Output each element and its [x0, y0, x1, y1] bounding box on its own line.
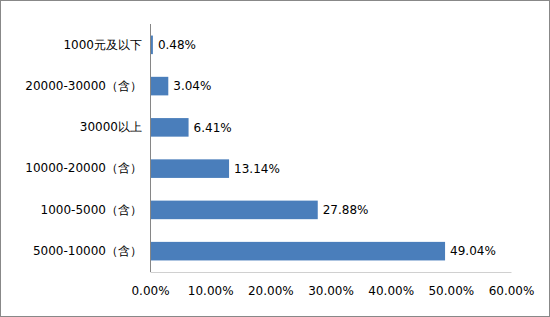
y-tick-label: 1000元及以下: [63, 38, 142, 52]
bar: [150, 242, 445, 261]
data-label: 6.41%: [194, 121, 232, 135]
y-tick: 10000-20000（含）: [25, 161, 142, 175]
chart: 0.00% 10.00% 20.00% 30.00% 40.00% 50.00% 60.00…: [0, 0, 550, 317]
x-tick-label: 10.00%: [188, 284, 234, 298]
x-tick: 50.00%: [428, 272, 474, 298]
bar: [150, 118, 189, 137]
x-axis: 0.00% 10.00% 20.00% 30.00% 40.00% 50.00% 60.00…: [131, 272, 534, 298]
y-tick-label: 1000-5000（含）: [41, 203, 142, 217]
bar: [150, 77, 168, 96]
bars: [150, 36, 445, 261]
y-tick: 1000元及以下: [63, 38, 142, 52]
x-tick-label: 50.00%: [428, 284, 474, 298]
data-label: 49.04%: [450, 244, 496, 258]
x-tick: 0.00%: [131, 272, 169, 298]
x-tick-label: 0.00%: [131, 284, 169, 298]
data-label: 0.48%: [158, 38, 196, 52]
y-tick: 5000-10000（含）: [33, 244, 142, 258]
x-tick-label: 40.00%: [368, 284, 414, 298]
x-tick: 10.00%: [188, 272, 234, 298]
x-axis-line: [151, 272, 512, 273]
data-label: 3.04%: [173, 79, 211, 93]
y-tick-label: 5000-10000（含）: [33, 244, 142, 258]
y-axis-line: [150, 24, 151, 272]
y-tick: 1000-5000（含）: [41, 203, 142, 217]
x-tick: 30.00%: [308, 272, 354, 298]
x-tick: 40.00%: [368, 272, 414, 298]
y-tick: 20000-30000（含）: [25, 79, 142, 93]
frame: [1, 1, 550, 317]
y-axis: 1000元及以下 20000-30000（含） 30000以上 10000-20000…: [25, 24, 150, 272]
x-tick-label: 30.00%: [308, 284, 354, 298]
x-tick-label: 20.00%: [248, 284, 294, 298]
x-tick: 20.00%: [248, 272, 294, 298]
y-tick-label: 20000-30000（含）: [25, 79, 142, 93]
x-tick: 60.00%: [489, 272, 535, 298]
data-labels: 0.48% 3.04% 6.41% 13.14% 27.88% 49.04%: [158, 38, 496, 258]
bar: [150, 159, 229, 178]
y-tick: 30000以上: [80, 120, 142, 134]
x-tick-label: 60.00%: [489, 284, 535, 298]
y-tick-label: 10000-20000（含）: [25, 161, 142, 175]
bar: [150, 201, 318, 220]
plot: 0.00% 10.00% 20.00% 30.00% 40.00% 50.00% 60.00…: [25, 24, 534, 298]
data-label: 27.88%: [323, 203, 369, 217]
y-tick-label: 30000以上: [80, 120, 142, 134]
data-label: 13.14%: [234, 162, 280, 176]
